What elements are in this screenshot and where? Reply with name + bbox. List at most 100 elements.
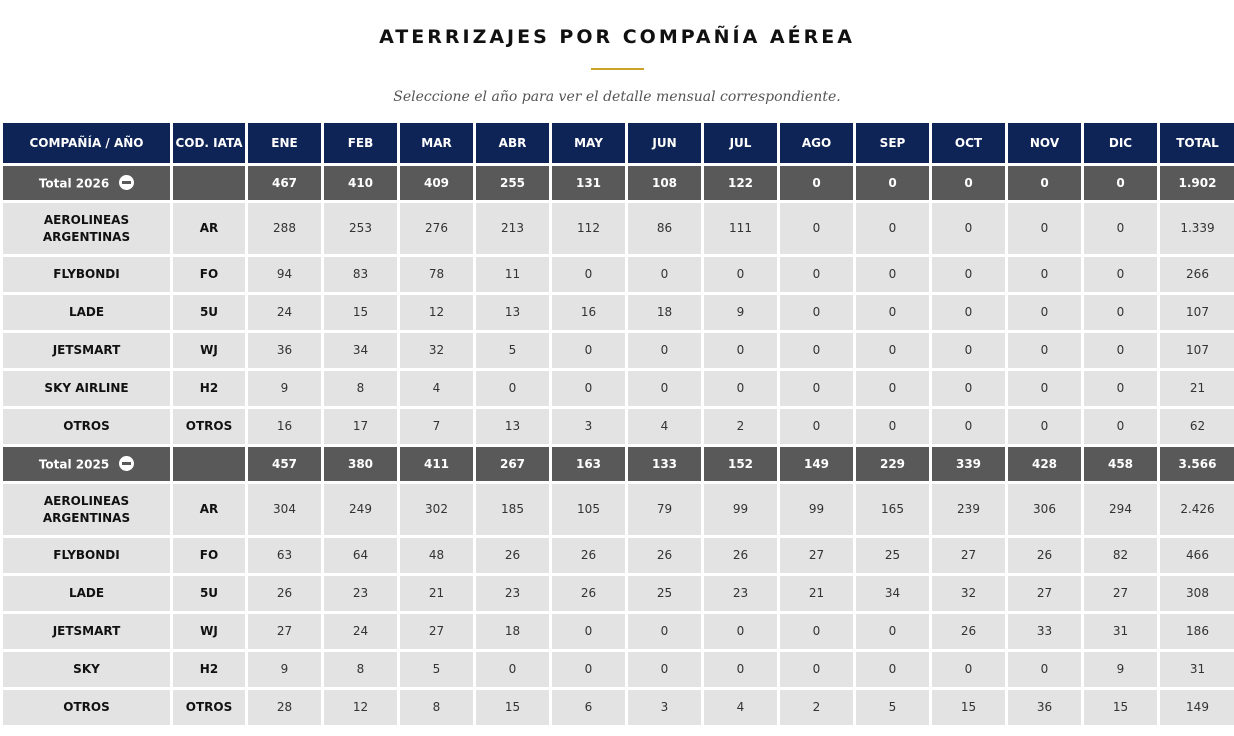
value-cell: 34 [324,333,397,368]
minus-circle-icon[interactable] [119,174,135,190]
value-cell: 0 [932,203,1005,254]
value-cell: 94 [248,257,321,292]
value-cell: 36 [248,333,321,368]
value-cell: 21 [780,576,853,611]
value-cell: 249 [324,484,397,535]
value-cell: 27 [1008,576,1081,611]
value-cell: 27 [780,538,853,573]
total-cell: 255 [476,166,549,200]
value-cell: 0 [1084,203,1157,254]
value-cell: 2 [704,409,777,444]
value-cell: 17 [324,409,397,444]
value-cell: 0 [780,614,853,649]
airline-name: SKY [3,652,170,687]
value-cell: 16 [552,295,625,330]
value-cell: 4 [400,371,473,406]
total-cell: 267 [476,447,549,481]
column-header: COMPAÑÍA / AÑO [3,123,170,163]
value-cell: 15 [1084,690,1157,725]
column-header: MAR [400,123,473,163]
value-cell: 83 [324,257,397,292]
value-cell: 82 [1084,538,1157,573]
value-cell: 0 [856,203,929,254]
value-cell: 111 [704,203,777,254]
value-cell: 26 [248,576,321,611]
value-cell: 15 [476,690,549,725]
value-cell: 34 [856,576,929,611]
value-cell: 25 [856,538,929,573]
value-cell: 21 [400,576,473,611]
airline-row: LADE 5U 26 23 21 23 26 25 23 21 34 32 27 27 308 [3,576,1234,611]
total-cell: 339 [932,447,1005,481]
value-cell: 0 [856,257,929,292]
total-cell: 0 [1008,166,1081,200]
column-header: AGO [780,123,853,163]
value-cell: 0 [932,295,1005,330]
value-cell: 0 [932,371,1005,406]
value-cell: 12 [324,690,397,725]
value-cell: 0 [704,652,777,687]
value-cell: 186 [1160,614,1234,649]
airline-name: JETSMART [3,333,170,368]
page-subtitle: Seleccione el año para ver el detalle me… [393,89,841,105]
value-cell: 0 [552,257,625,292]
value-cell: 0 [476,371,549,406]
value-cell: 0 [932,333,1005,368]
total-cell: 3.566 [1160,447,1234,481]
airline-name: JETSMART [3,614,170,649]
value-cell: 276 [400,203,473,254]
column-header: NOV [1008,123,1081,163]
landings-table: COMPAÑÍA / AÑO COD. IATA ENE FEB MAR ABR MAY JU… [0,120,1234,728]
value-cell: 185 [476,484,549,535]
airline-name: FLYBONDI [3,257,170,292]
value-cell: 0 [704,257,777,292]
column-header: JUN [628,123,701,163]
airline-row: JETSMART WJ 27 24 27 18 0 0 0 0 0 26 33 31 186 [3,614,1234,649]
value-cell: 63 [248,538,321,573]
column-header: COD. IATA [173,123,245,163]
value-cell: 239 [932,484,1005,535]
year-toggle[interactable]: Total 2026 [3,166,170,200]
value-cell: 26 [552,576,625,611]
year-toggle[interactable]: Total 2025 [3,447,170,481]
title-divider [591,68,644,70]
value-cell: 0 [1008,257,1081,292]
value-cell: 0 [1084,333,1157,368]
total-cell: 458 [1084,447,1157,481]
value-cell: 8 [324,652,397,687]
total-cell: 0 [780,166,853,200]
total-cell: 229 [856,447,929,481]
iata-code: FO [173,257,245,292]
year-label: Total 2026 [38,176,110,190]
iata-code: H2 [173,652,245,687]
value-cell: 23 [324,576,397,611]
year-total-row[interactable]: Total 2026 467 410 409 255 131 108 122 0 0 0 0 0 1.90… [3,166,1234,200]
value-cell: 62 [1160,409,1234,444]
column-header: ENE [248,123,321,163]
total-code-cell [173,447,245,481]
year-total-row[interactable]: Total 2025 457 380 411 267 163 133 152 149 229 339… [3,447,1234,481]
airline-row: OTROS OTROS 28 12 8 15 6 3 4 2 5 15 36 15 149 [3,690,1234,725]
value-cell: 99 [780,484,853,535]
value-cell: 11 [476,257,549,292]
value-cell: 26 [704,538,777,573]
header-row: COMPAÑÍA / AÑO COD. IATA ENE FEB MAR ABR MAY JU… [3,123,1234,163]
value-cell: 0 [1008,333,1081,368]
value-cell: 32 [400,333,473,368]
page-title: ATERRIZAJES POR COMPAÑÍA AÉREA [379,26,855,48]
total-cell: 410 [324,166,397,200]
value-cell: 2.426 [1160,484,1234,535]
value-cell: 27 [932,538,1005,573]
column-header: FEB [324,123,397,163]
total-cell: 122 [704,166,777,200]
airline-row: SKY AIRLINE H2 9 8 4 0 0 0 0 0 0 0 0 0 21 [3,371,1234,406]
value-cell: 294 [1084,484,1157,535]
minus-circle-icon[interactable] [119,455,135,471]
airline-name: OTROS [3,409,170,444]
value-cell: 0 [552,614,625,649]
value-cell: 0 [856,614,929,649]
total-cell: 133 [628,447,701,481]
value-cell: 0 [932,652,1005,687]
value-cell: 78 [400,257,473,292]
column-header: DIC [1084,123,1157,163]
